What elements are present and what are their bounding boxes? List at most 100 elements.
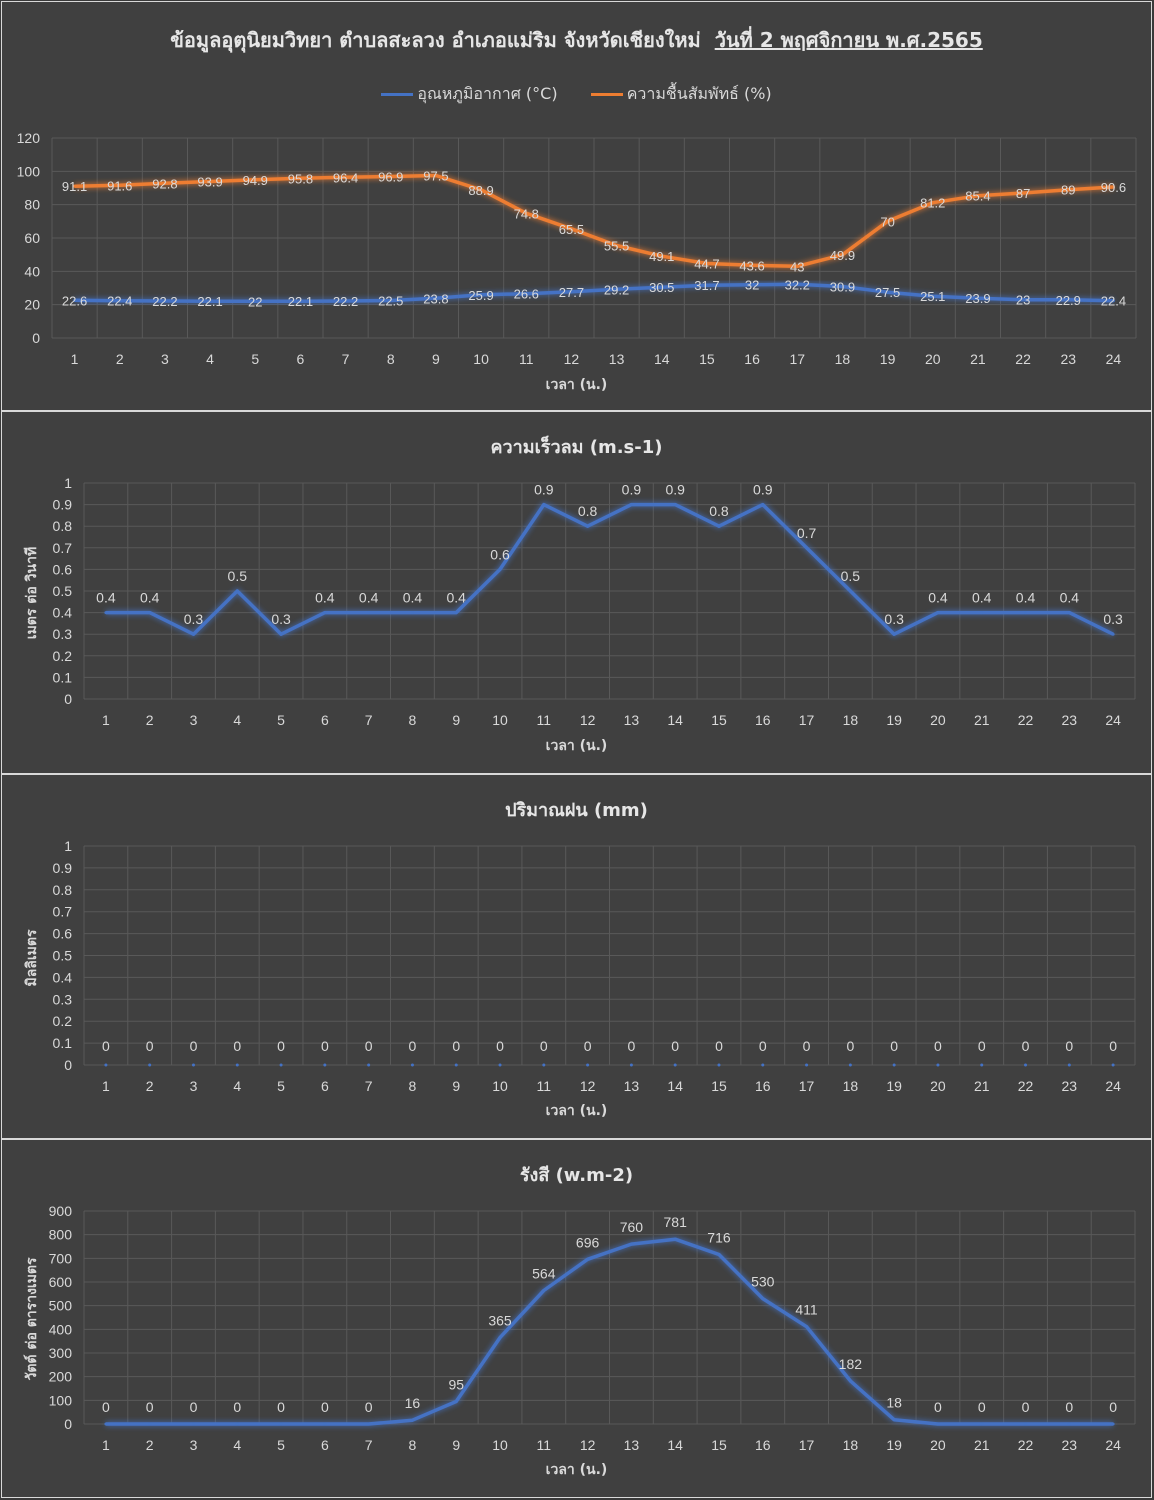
data-label: 65.5 (559, 222, 584, 237)
data-label: 0 (978, 1038, 986, 1054)
data-label: 0.6 (490, 546, 510, 562)
x-tick-label: 23 (1062, 1437, 1078, 1453)
x-tick-label: 8 (409, 712, 417, 728)
data-point (569, 290, 573, 294)
data-point (1024, 611, 1028, 615)
y-tick-label: 600 (49, 1274, 73, 1290)
data-label: 0 (1022, 1038, 1030, 1054)
x-tick-label: 6 (297, 351, 305, 367)
chart-title: ข้อมูลอุตุนิยมวิทยา ตำบลสะลวง อำเภอแม่ริ… (2, 24, 1151, 56)
data-label: 0.3 (271, 611, 291, 627)
x-tick-label: 10 (492, 1078, 508, 1094)
data-point (1111, 1063, 1115, 1067)
data-point (498, 1336, 502, 1340)
temperature-humidity-panel: ข้อมูลอุตุนิยมวิทยา ตำบลสะลวง อำเภอแม่ริ… (1, 1, 1152, 411)
data-point (848, 1063, 852, 1067)
x-tick-label: 5 (277, 1437, 285, 1453)
data-label: 696 (576, 1234, 600, 1250)
data-point (886, 219, 890, 223)
data-point (73, 298, 77, 302)
x-tick-label: 14 (667, 712, 683, 728)
data-label: 0.4 (972, 590, 992, 606)
y-tick-label: 1 (64, 838, 72, 854)
data-label: 89 (1061, 183, 1075, 198)
data-point (344, 299, 348, 303)
data-point (410, 611, 414, 615)
x-axis-label: เวลา (น.) (545, 738, 608, 754)
data-point (524, 211, 528, 215)
data-point (104, 1422, 108, 1426)
data-label: 0 (452, 1038, 460, 1054)
x-tick-label: 4 (233, 1437, 241, 1453)
x-tick-label: 22 (1015, 351, 1031, 367)
data-label: 0 (146, 1399, 154, 1415)
data-point (717, 1253, 721, 1257)
data-label: 22.1 (197, 294, 222, 309)
series-line (74, 282, 1114, 304)
x-tick-label: 23 (1060, 351, 1076, 367)
data-label: 0.9 (753, 482, 773, 498)
x-tick-label: 24 (1105, 1437, 1121, 1453)
x-tick-label: 8 (387, 351, 395, 367)
data-label: 22.1 (288, 294, 313, 309)
data-label: 95 (448, 1377, 464, 1393)
x-tick-label: 10 (492, 712, 508, 728)
data-label: 0 (190, 1038, 198, 1054)
data-point (163, 299, 167, 303)
data-label: 0.4 (96, 590, 116, 606)
data-point (761, 503, 765, 507)
data-label: 92.8 (152, 176, 177, 191)
data-label: 91.1 (62, 179, 87, 194)
data-point (323, 1063, 327, 1067)
data-point (586, 1257, 590, 1261)
data-point (191, 632, 195, 636)
data-label: 96.9 (378, 170, 403, 185)
data-point (148, 1063, 152, 1067)
y-tick-label: 0.7 (53, 904, 73, 920)
data-point (191, 1422, 195, 1426)
data-label: 0.9 (665, 482, 685, 498)
x-tick-label: 7 (365, 1078, 373, 1094)
data-point (629, 503, 633, 507)
x-tick-label: 8 (409, 1437, 417, 1453)
y-tick-label: 1 (64, 475, 72, 491)
data-point (805, 546, 809, 550)
data-label: 0.5 (228, 568, 248, 584)
data-label: 0.4 (315, 590, 335, 606)
data-point (1067, 1063, 1071, 1067)
x-tick-label: 2 (146, 712, 154, 728)
data-point (235, 1063, 239, 1067)
data-label: 97.5 (423, 169, 448, 184)
data-point (840, 285, 844, 288)
data-label: 0.4 (1060, 590, 1080, 606)
data-label: 716 (707, 1230, 731, 1246)
data-point (705, 283, 709, 287)
data-point (148, 1422, 152, 1426)
x-tick-label: 1 (102, 712, 110, 728)
x-tick-label: 14 (654, 351, 670, 367)
data-label: 25.9 (468, 288, 493, 303)
x-tick-label: 16 (744, 351, 760, 367)
data-point (73, 184, 77, 188)
data-label: 31.7 (694, 278, 719, 293)
y-tick-label: 900 (49, 1203, 73, 1219)
y-axis-label: เมตร ต่อ วินาที (24, 546, 40, 640)
series-line (105, 502, 1114, 636)
legend: อุณหภูมิอากาศ (°C) ความชื้นสัมพัทธ์ (%) (2, 82, 1151, 107)
data-label: 0 (1109, 1038, 1117, 1054)
data-point (980, 611, 984, 615)
x-tick-label: 9 (452, 1078, 460, 1094)
data-label: 93.9 (197, 175, 222, 190)
data-point (1066, 298, 1070, 302)
x-axis-label: เวลา (น.) (545, 377, 608, 393)
data-point (118, 183, 122, 187)
data-point (840, 253, 844, 257)
data-label: 90.6 (1101, 180, 1126, 195)
x-tick-label: 23 (1062, 712, 1078, 728)
wind-speed-panel: ความเร็วลม (m.s-1) 0 0.1 0.2 0.3 0.4 0.5 0.6 0.… (1, 411, 1152, 774)
x-tick-label: 21 (974, 712, 990, 728)
data-point (615, 244, 619, 247)
data-point (479, 188, 483, 192)
data-point (279, 632, 283, 636)
